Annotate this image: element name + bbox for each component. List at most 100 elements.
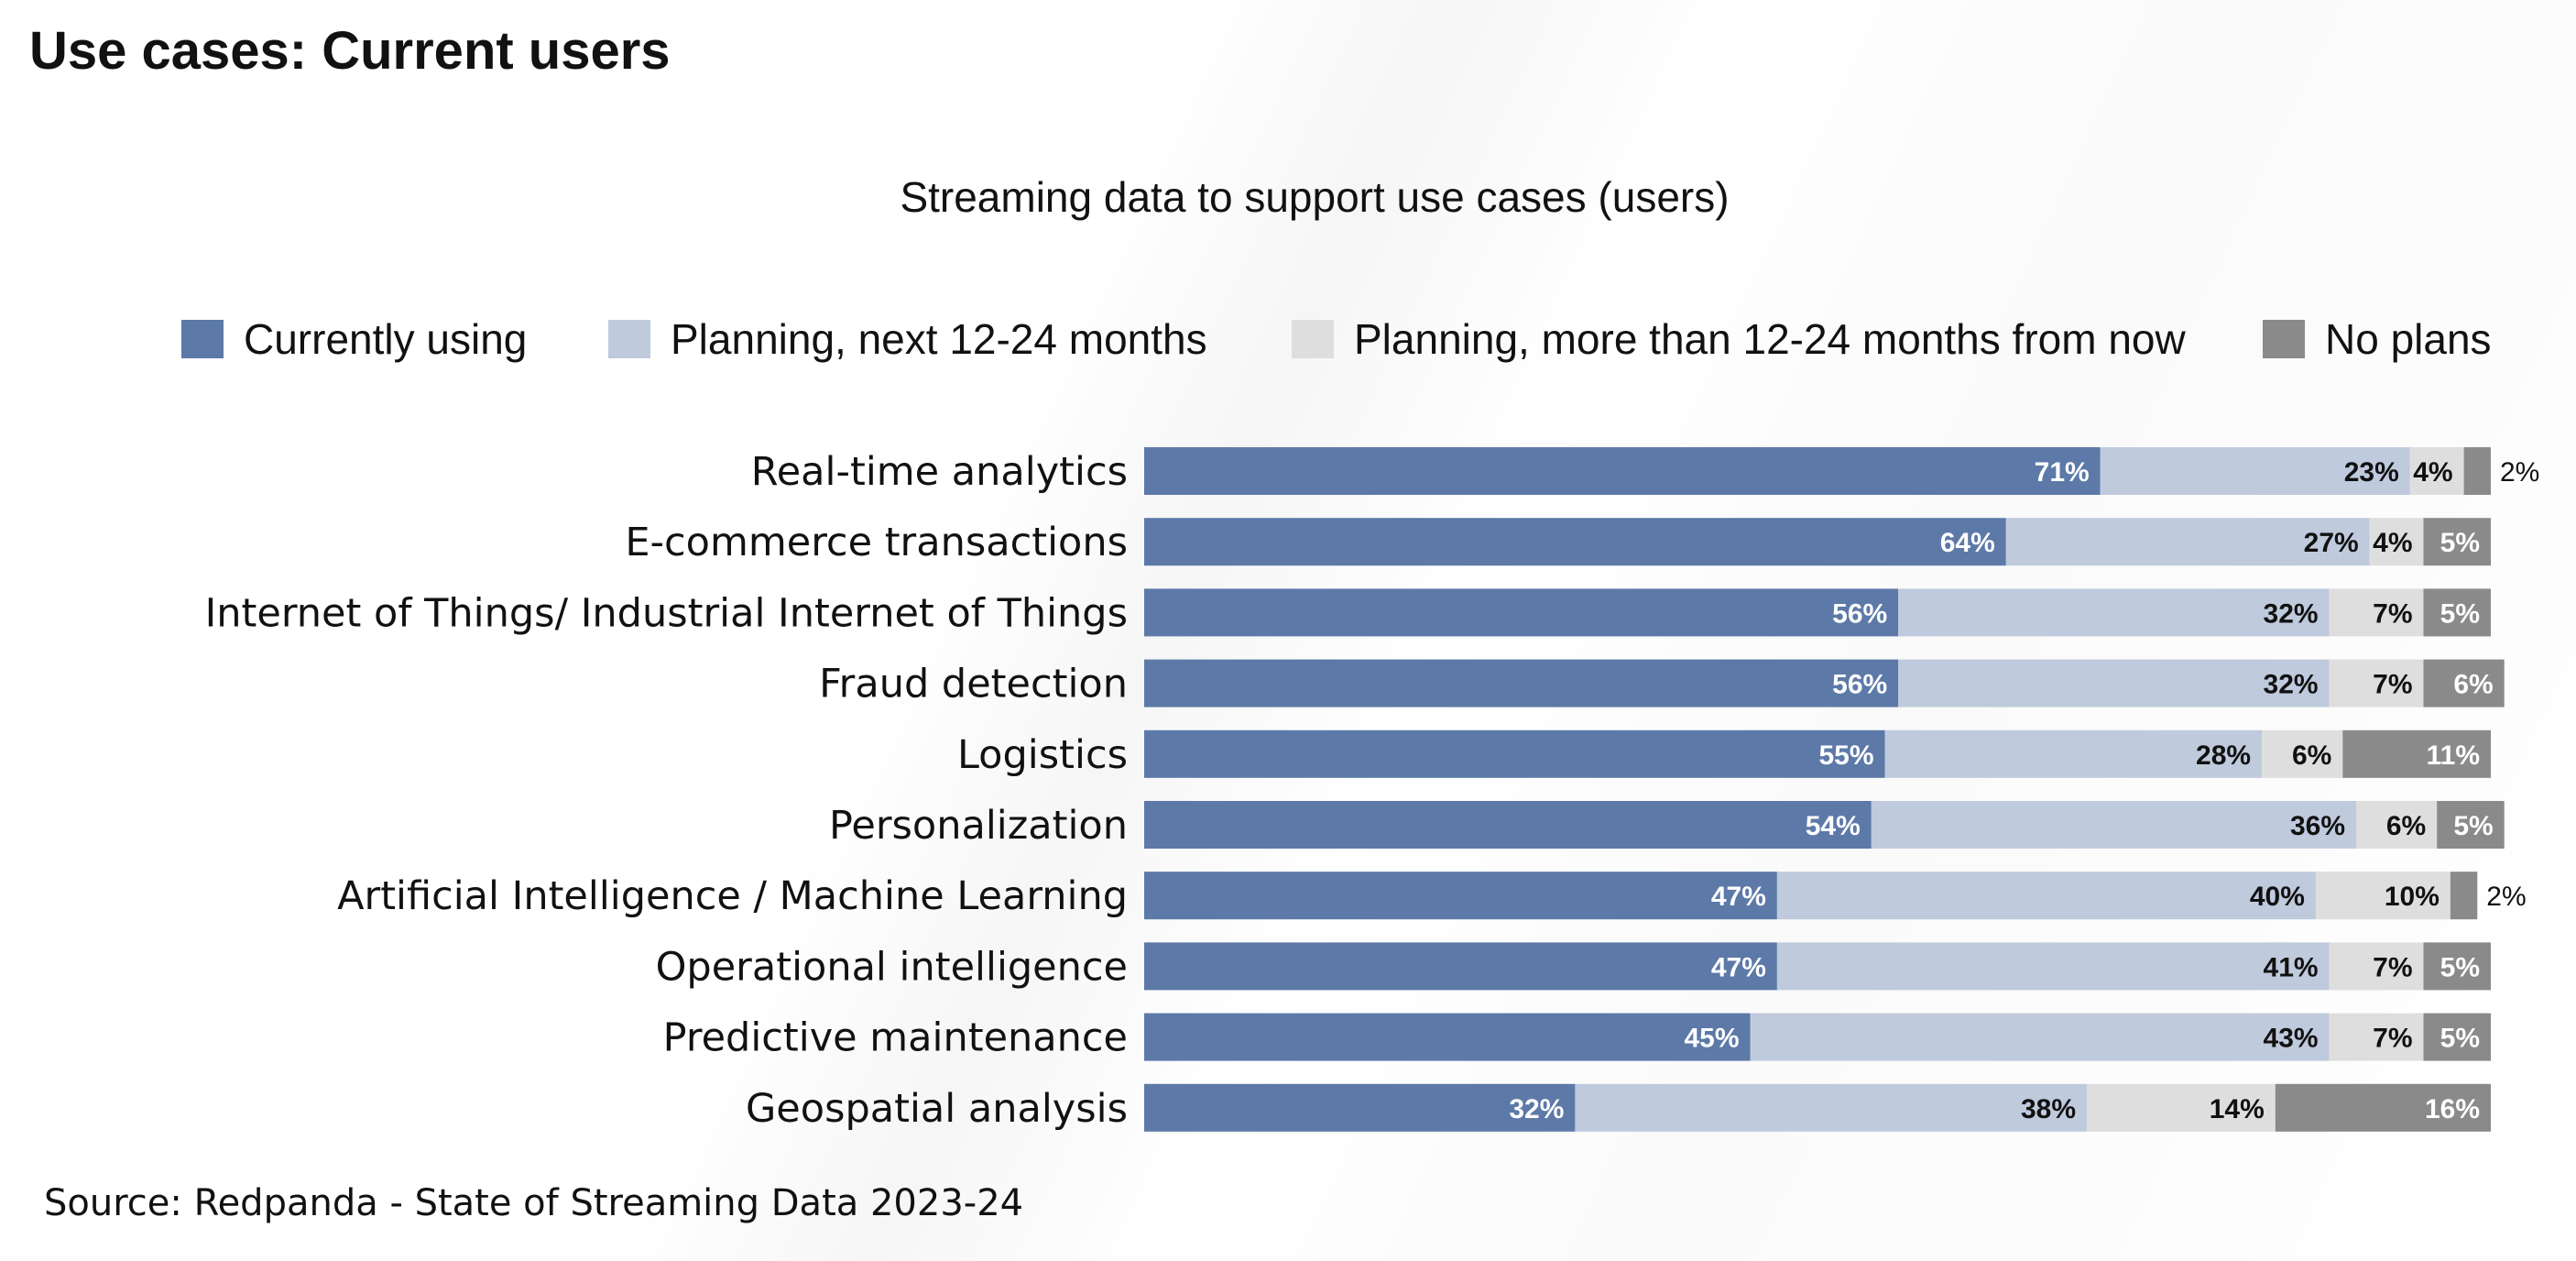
value-label: 55% [1818,740,1873,771]
value-label: 5% [2440,952,2480,982]
bar-segment-planning-more-than-12-24-months-from-now [2356,801,2438,849]
value-label: 7% [2373,1024,2412,1054]
value-label: 56% [1832,670,1887,700]
bar-segment-currently-using [1144,588,1899,637]
bar-segment-planning-more-than-12-24-months-from-now [2329,942,2424,991]
bar-segment-no-plans [2423,659,2505,707]
value-label: 6% [2386,811,2426,841]
bar-segment-planning-more-than-12-24-months-from-now [2369,518,2424,566]
bar-row-e-commerce-transactions: E-commerce transactions 64% 27% 4% 5% [625,518,2491,566]
category-label: Geospatial analysis [746,1086,1128,1132]
value-label: 47% [1711,952,1766,982]
bar-segment-currently-using [1144,872,1777,920]
bar-segment-no-plans [2423,588,2491,637]
value-label: 5% [2440,528,2480,558]
value-label: 11% [2427,740,2480,771]
bar-segment-planning-next-12-24-months [1750,1013,2330,1061]
value-label: 32% [1509,1094,1564,1124]
legend-item-planning-later: Planning, more than 12-24 months from no… [1292,307,2186,371]
bar-segment-no-plans [2275,1083,2491,1132]
bar-row-geospatial-analysis: Geospatial analysis 32% 38% 14% 16% [746,1083,2491,1132]
legend-item-no-plans: No plans [2263,307,2492,371]
category-label: E-commerce transactions [625,520,1128,565]
value-label: 2% [2486,882,2526,912]
bar-segment-planning-next-12-24-months [1871,801,2356,849]
category-label: Operational intelligence [656,944,1128,990]
bar-segment-currently-using [1144,942,1777,991]
value-label: 2% [2500,457,2539,488]
value-label: 41% [2264,952,2319,982]
bar-segment-no-plans [2450,872,2478,920]
bar-segment-planning-more-than-12-24-months-from-now [2329,588,2424,637]
bar-segment-planning-next-12-24-months [2005,518,2370,566]
bar-segment-no-plans [2423,1013,2491,1061]
legend-label-currently-using: Currently using [244,315,528,363]
value-label: 4% [2413,457,2452,488]
bar-row-personalization: Personalization 54% 36% 6% 5% [829,801,2505,849]
bar-segment-currently-using [1144,659,1899,707]
value-label: 23% [2344,457,2399,488]
value-label: 32% [2264,670,2319,700]
legend-label-planning-next: Planning, next 12-24 months [671,315,1207,363]
value-label: 7% [2373,598,2412,629]
source-note: Source: Redpanda - State of Streaming Da… [44,1182,1024,1224]
bar-row-real-time-analytics: Real-time analytics 71% 23% 4% 2% [751,447,2539,495]
bar-segment-currently-using [1144,518,2006,566]
bar-segment-planning-next-12-24-months [1898,588,2330,637]
category-label: Personalization [829,803,1128,849]
bar-segment-planning-more-than-12-24-months-from-now [2262,729,2343,778]
legend-swatch-no-plans [2263,320,2305,358]
page-title: Use cases: Current users [29,21,671,81]
bar-segment-currently-using [1144,801,1872,849]
bar-segment-planning-next-12-24-months [1884,729,2263,778]
value-label: 16% [2425,1094,2480,1124]
legend: Currently using Planning, next 12-24 mon… [0,307,2576,371]
bar-row-logistics: Logistics 55% 28% 6% 11% [957,729,2491,778]
bar-segment-planning-next-12-24-months [1776,872,2316,920]
value-label: 10% [2385,882,2440,912]
bar-segment-planning-next-12-24-months [1898,659,2330,707]
legend-label-planning-later: Planning, more than 12-24 months from no… [1354,315,2186,363]
value-label: 28% [2196,740,2251,771]
bar-segment-planning-more-than-12-24-months-from-now [2315,872,2450,920]
value-label: 38% [2021,1094,2076,1124]
value-label: 54% [1806,811,1861,841]
bar-segment-planning-next-12-24-months [1575,1083,2087,1132]
value-label: 5% [2453,811,2493,841]
bar-segment-planning-more-than-12-24-months-from-now [2329,1013,2424,1061]
bar-segment-currently-using [1144,1083,1576,1132]
bar-segment-no-plans [2423,518,2491,566]
category-label: Artificial Intelligence / Machine Learni… [337,873,1128,919]
legend-swatch-planning-next [608,320,650,358]
bar-segment-planning-more-than-12-24-months-from-now [2087,1083,2276,1132]
chart-title: Streaming data to support use cases (use… [900,173,1730,221]
bar-row-predictive-maintenance: Predictive maintenance 45% 43% 7% 5% [663,1013,2491,1061]
value-label: 43% [2264,1024,2319,1054]
category-label: Predictive maintenance [663,1015,1128,1061]
category-label: Logistics [957,732,1128,778]
value-label: 5% [2440,1024,2480,1054]
bar-row-internet-of-things-industrial-internet-of-things: Internet of Things/ Industrial Internet … [205,588,2491,637]
bar-segment-planning-next-12-24-months [1776,942,2330,991]
value-label: 71% [2035,457,2090,488]
value-label: 64% [1940,528,1995,558]
value-label: 6% [2453,670,2493,700]
legend-item-currently-using: Currently using [181,307,527,371]
value-label: 56% [1832,598,1887,629]
bar-segment-currently-using [1144,729,1885,778]
bar-segment-planning-next-12-24-months [2100,447,2410,495]
category-label: Real-time analytics [751,449,1128,495]
value-label: 14% [2210,1094,2265,1124]
legend-swatch-planning-later [1292,320,1334,358]
bar-segment-currently-using [1144,1013,1751,1061]
bar-segment-no-plans [2437,801,2505,849]
legend-item-planning-next: Planning, next 12-24 months [608,307,1207,371]
bar-row-artificial-intelligence-machine-learning: Artificial Intelligence / Machine Learni… [337,872,2527,920]
bar-segment-planning-more-than-12-24-months-from-now [2329,659,2424,707]
legend-label-no-plans: No plans [2325,315,2492,363]
value-label: 47% [1711,882,1766,912]
value-label: 45% [1684,1024,1739,1054]
bar-segment-no-plans [2342,729,2491,778]
bar-segment-currently-using [1144,447,2101,495]
